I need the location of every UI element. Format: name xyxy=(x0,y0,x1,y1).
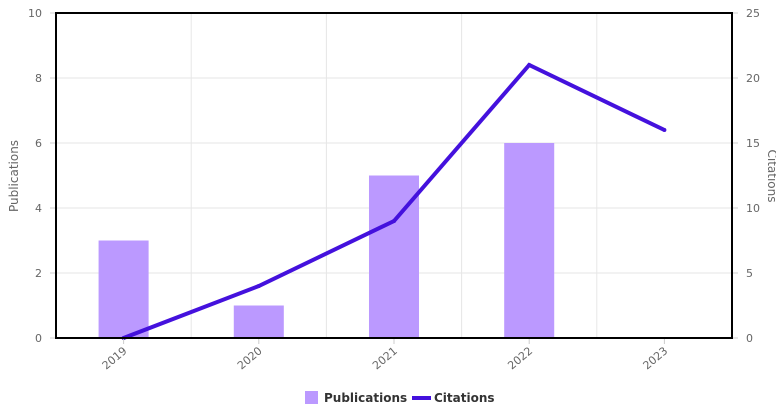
legend-citations-label: Citations xyxy=(434,391,495,405)
y2-tick-label: 15 xyxy=(746,137,760,150)
bar-publications-2022[interactable] xyxy=(504,143,555,338)
y-axis-title: Publications xyxy=(7,140,21,212)
citations-point-2022[interactable] xyxy=(527,63,532,67)
y-tick-label: 2 xyxy=(35,267,42,280)
bar-publications-2019[interactable] xyxy=(98,240,149,339)
bar-publications-2020[interactable] xyxy=(233,305,284,339)
y2-tick-label: 5 xyxy=(746,267,753,280)
x-tick-label: 2023 xyxy=(641,344,671,372)
y2-tick-label: 20 xyxy=(746,72,760,85)
y2-tick-label: 25 xyxy=(746,7,760,20)
citations-point-2023[interactable] xyxy=(662,128,667,132)
y-tick-label: 10 xyxy=(28,7,42,20)
y2-tick-label: 0 xyxy=(746,332,753,345)
citations-point-2021[interactable] xyxy=(392,219,396,223)
legend-publications-label: Publications xyxy=(324,391,407,405)
legend-citations-swatch xyxy=(412,396,431,400)
y-tick-label: 8 xyxy=(35,72,42,85)
y-tick-label: 6 xyxy=(35,137,42,150)
legend[interactable]: Publications Citations xyxy=(305,391,495,405)
x-tick-label: 2020 xyxy=(235,344,265,372)
y-tick-label: 4 xyxy=(35,202,42,215)
x-tick-label: 2022 xyxy=(505,344,535,372)
legend-item-publications[interactable]: Publications xyxy=(305,391,407,405)
legend-item-citations[interactable]: Citations xyxy=(412,391,495,405)
plot-frame xyxy=(55,12,733,339)
x-tick-label: 2019 xyxy=(100,344,130,372)
axes xyxy=(50,12,738,344)
citations-point-2020[interactable] xyxy=(256,284,261,288)
legend-publications-swatch xyxy=(305,391,318,404)
x-tick-label: 2021 xyxy=(370,344,400,372)
y-tick-label: 0 xyxy=(35,332,42,345)
y2-tick-label: 10 xyxy=(746,202,760,215)
y2-axis-title: Citations xyxy=(765,149,776,202)
